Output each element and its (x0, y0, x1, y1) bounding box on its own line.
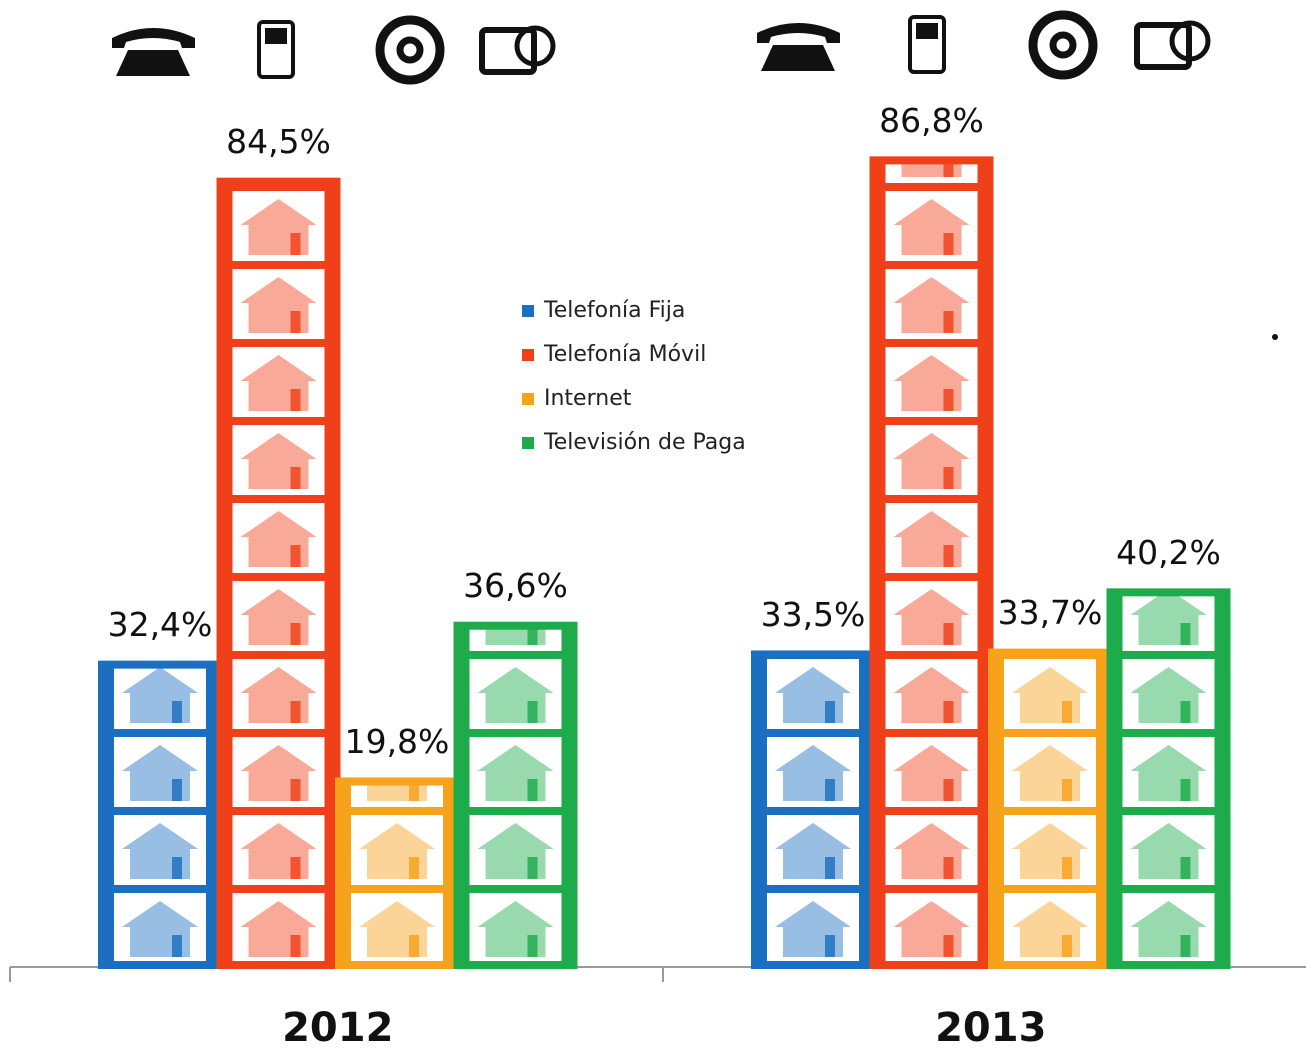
phone-icon (757, 23, 840, 71)
bar (1106, 588, 1231, 969)
at-icon-inner (1049, 31, 1077, 59)
value-label: 32,4% (108, 605, 213, 644)
legend-swatch (522, 437, 534, 449)
value-label: 84,5% (226, 122, 331, 161)
bar (335, 777, 459, 969)
value-label: 40,2% (1116, 533, 1221, 572)
at-icon (1028, 10, 1098, 80)
legend-swatch (522, 349, 534, 361)
mobile-icon (257, 20, 295, 79)
tv-icon (479, 27, 537, 75)
mobile-icon (908, 15, 946, 74)
service-icons (112, 10, 1211, 85)
money-icon (514, 25, 556, 67)
value-label: 33,7% (998, 593, 1103, 632)
value-label: 19,8% (345, 722, 450, 761)
legend-label: Telefonía Fija (543, 298, 685, 323)
mobile-screen (265, 28, 287, 44)
phone-icon (112, 28, 195, 76)
at-icon (375, 15, 445, 85)
bar (751, 650, 875, 970)
legend-swatch (522, 393, 534, 405)
money-icon (1169, 20, 1211, 62)
icon-group (112, 15, 556, 85)
tv-icon (1134, 22, 1192, 70)
stray-dot (1272, 334, 1278, 340)
value-label: 33,5% (761, 595, 866, 634)
legend-label: Televisión de Paga (543, 430, 746, 455)
bar (988, 648, 1112, 969)
mobile-screen (916, 23, 938, 39)
bar (453, 621, 578, 970)
legend-swatch (522, 305, 534, 317)
legend-label: Telefonía Móvil (543, 342, 706, 367)
x-tick-label: 2013 (935, 1005, 1046, 1051)
value-label: 36,6% (463, 566, 568, 605)
icon-group (757, 10, 1211, 80)
x-tick-label: 2012 (282, 1005, 393, 1051)
at-icon-inner (396, 36, 424, 64)
legend-label: Internet (544, 386, 632, 411)
bar (98, 660, 222, 969)
value-label: 86,8% (879, 101, 984, 140)
bar (216, 177, 341, 969)
bar (869, 156, 994, 969)
